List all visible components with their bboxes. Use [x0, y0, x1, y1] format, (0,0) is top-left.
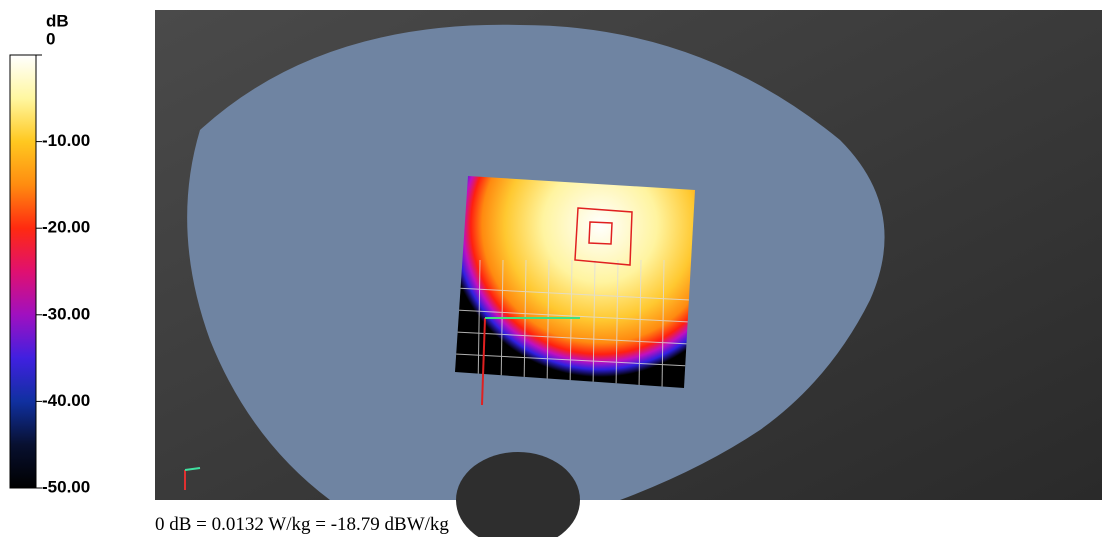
colorbar-unit: dB	[46, 11, 69, 30]
phantom-notch	[456, 452, 580, 537]
caption: 0 dB = 0.0132 W/kg = -18.79 dBW/kg	[155, 514, 449, 535]
sar-map	[455, 176, 695, 388]
axis-gizmo	[184, 467, 201, 490]
colorbar-label: -50.00	[42, 477, 90, 496]
colorbar-label: -30.00	[42, 304, 90, 323]
colorbar	[9, 54, 37, 489]
colorbar-label: 0	[46, 29, 55, 48]
probe-axis	[481, 317, 486, 406]
peak-markers	[574, 207, 633, 266]
colorbar-label: -40.00	[42, 391, 90, 410]
colorbar-label: -20.00	[42, 218, 90, 237]
colorbar-label: -10.00	[42, 131, 90, 150]
